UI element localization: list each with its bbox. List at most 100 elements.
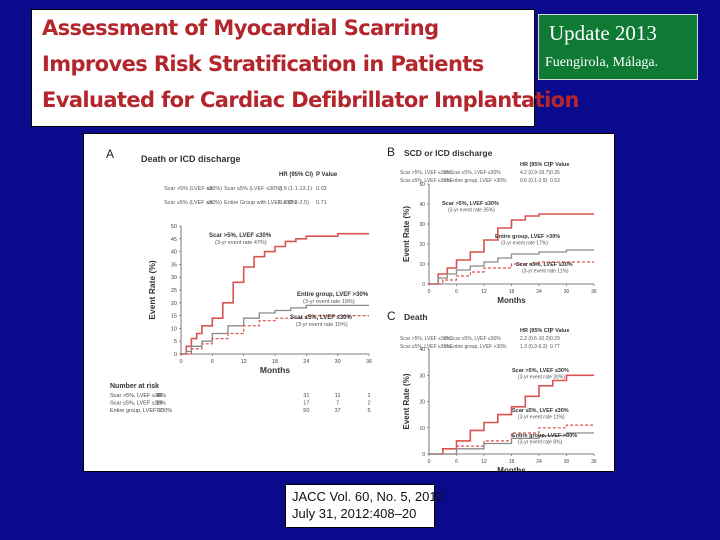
title-line-1: Assessment of Myocardial Scarring <box>42 16 439 40</box>
p-header: P Value <box>550 328 569 334</box>
x-tick-label: 0 <box>428 459 431 465</box>
panel-label: A <box>106 147 114 161</box>
hr-row-vs: vs. <box>444 336 450 342</box>
hr-row-group-b: Scar ≤5%, LVEF ≤30% <box>450 336 501 342</box>
series-label: Scar ≤5%, LVEF ≤30% <box>290 315 352 321</box>
hr-header: HR (95% CI) <box>520 162 551 168</box>
hr-row-p: 0.53 <box>550 178 560 184</box>
citation-box: JACC Vol. 60, No. 5, 2012 July 31, 2012:… <box>285 484 444 528</box>
update-subtitle: Fuengirola, Málaga. <box>545 55 659 70</box>
at-risk-value: 1 <box>367 393 370 399</box>
at-risk-value: 31 <box>303 393 309 399</box>
series-label: Scar >5%, LVEF ≤30% <box>209 233 272 239</box>
hr-row-group-a: Scar >5%, LVEF ≤30% <box>400 336 451 342</box>
y-tick-label: 10 <box>419 262 425 268</box>
y-tick-label: 45 <box>171 237 177 243</box>
x-tick-label: 6 <box>211 359 214 365</box>
at-risk-value: 50 <box>303 408 309 414</box>
y-tick-label: 50 <box>419 182 425 188</box>
at-risk-heading: Number at risk <box>110 383 159 390</box>
series-note: (3-yr event rate 15%) <box>296 322 348 328</box>
x-tick-label: 30 <box>564 459 570 465</box>
x-axis-label: Months <box>497 296 526 305</box>
x-tick-label: 36 <box>366 359 372 365</box>
title-box: Assessment of Myocardial Scarring Improv… <box>31 9 579 127</box>
y-tick-label: 40 <box>419 202 425 208</box>
series-note: (3-yr event rate 47%) <box>215 240 267 246</box>
series-note: (3-yr event rate 17%) <box>501 241 548 247</box>
figure-panel: A Death or ICD discharge HR (95% CI) P Valu… <box>83 133 615 475</box>
series-line <box>429 213 594 285</box>
x-tick-label: 24 <box>536 459 542 465</box>
x-tick-label: 12 <box>481 289 487 295</box>
x-tick-label: 12 <box>241 359 247 365</box>
x-tick-label: 36 <box>591 289 597 295</box>
y-axis-label: Event Rate (%) <box>402 373 411 429</box>
chart-panel-C: C Death HR (95% CI)P Value Scar >5%, LVEF ≤… <box>387 309 597 475</box>
hr-row-group-a: Scar >5% (LVEF ≤30%) <box>164 186 222 192</box>
hr-row-vs: vs. <box>444 170 450 176</box>
x-tick-label: 24 <box>536 289 542 295</box>
series-note: (3-yr event rate 19%) <box>303 299 355 305</box>
hr-row-vs: vs. <box>444 178 450 184</box>
at-risk-value: 19 <box>156 401 162 407</box>
hr-row-p: 0.03 <box>316 186 327 192</box>
x-tick-label: 6 <box>455 459 458 465</box>
x-tick-label: 30 <box>564 289 570 295</box>
panel-label: B <box>387 145 395 159</box>
hr-row-group-b: Scar ≤5% (LVEF ≤30%) <box>224 186 282 192</box>
x-tick-label: 0 <box>179 359 182 365</box>
at-risk-value: 5 <box>367 408 370 414</box>
series-label: Entire group, LVEF >30% <box>297 292 369 298</box>
hr-header: HR (95% CI) <box>279 172 313 178</box>
x-tick-label: 6 <box>455 289 458 295</box>
hr-row-value: 0.6 (0.1-2.9) <box>520 178 548 184</box>
y-tick-label: 10 <box>171 326 177 332</box>
hr-row-vs: vs. <box>444 344 450 350</box>
x-tick-label: 18 <box>272 359 278 365</box>
y-tick-label: 30 <box>419 222 425 228</box>
citation-line-2: July 31, 2012:408–20 <box>292 506 417 521</box>
x-tick-label: 12 <box>481 459 487 465</box>
title-line-3: Evaluated for Cardiac Defibrillator Impl… <box>42 88 579 112</box>
y-axis-label: Event Rate (%) <box>402 206 411 262</box>
hr-row-group-b: Entire Group with LVEF >30% <box>224 200 297 206</box>
hr-row-value: 1.3 (0.3-6.3) <box>520 344 548 350</box>
series-label: Entire group, LVEF >30% <box>495 234 560 240</box>
y-tick-label: 40 <box>419 347 425 353</box>
y-tick-label: 40 <box>171 250 177 256</box>
series-line <box>429 249 594 285</box>
at-risk-row-label: Scar ≤5%, LVEF ≤30% <box>110 401 166 407</box>
y-tick-label: 25 <box>171 288 177 294</box>
y-tick-label: 10 <box>419 426 425 432</box>
series-note: (3-yr event rate 35%) <box>448 208 495 214</box>
series-label: Scar ≤5%, LVEF ≤30% <box>516 262 573 268</box>
chart-panel-A: A Death or ICD discharge HR (95% CI) P Valu… <box>106 147 372 414</box>
at-risk-row-label: Entire group, LVEF >30% <box>110 408 172 414</box>
series-label: Scar ≤5%, LVEF ≤30% <box>512 408 569 414</box>
y-tick-label: 15 <box>171 314 177 320</box>
x-tick-label: 18 <box>509 289 515 295</box>
chart-panel-B: B SCD or ICD discharge HR (95% CI)P Value S… <box>387 145 597 305</box>
p-header: P Value <box>550 162 569 168</box>
hr-row-group-a: Scar ≤5%, LVEF ≤30% <box>400 178 451 184</box>
series-line <box>429 374 594 455</box>
y-tick-label: 20 <box>419 400 425 406</box>
panel-label: C <box>387 309 396 323</box>
at-risk-value: 7 <box>336 401 339 407</box>
series-note: (3-yr event rate 8%) <box>518 440 563 446</box>
series-note: (3-yr event rate 30%) <box>518 375 565 381</box>
x-tick-label: 18 <box>509 459 515 465</box>
hr-row-p: 0.35 <box>550 170 560 176</box>
y-tick-label: 35 <box>171 262 177 268</box>
y-tick-label: 50 <box>171 224 177 230</box>
series-note: (3-yr event rate 11%) <box>522 269 569 275</box>
update-title: Update 2013 <box>549 21 657 45</box>
title-line-2: Improves Risk Stratification in Patients <box>42 52 484 76</box>
series-line <box>181 304 369 355</box>
y-axis-label: Event Rate (%) <box>147 260 157 320</box>
hr-row-group-a: Scar ≤5% (LVEF ≤30%) <box>164 200 222 206</box>
series-line <box>429 432 594 455</box>
hr-row-p: 0.71 <box>316 200 327 206</box>
